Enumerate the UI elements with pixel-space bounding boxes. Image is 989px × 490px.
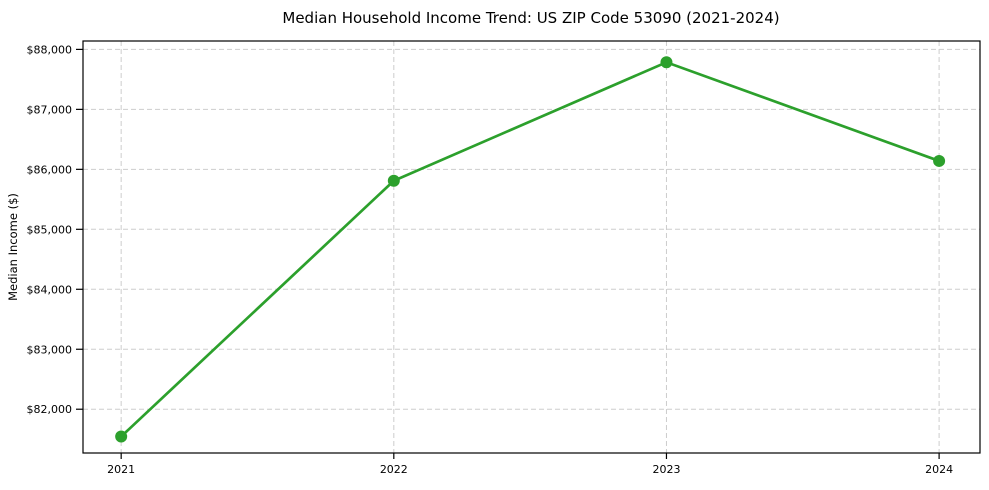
data-point [933, 154, 946, 167]
chart-title: Median Household Income Trend: US ZIP Co… [282, 9, 779, 27]
data-layer [115, 56, 946, 443]
y-tick-label: $88,000 [27, 43, 73, 56]
data-point [660, 56, 673, 69]
grid-layer [83, 41, 980, 453]
y-tick-label: $82,000 [27, 403, 73, 416]
y-tick-label: $87,000 [27, 103, 73, 116]
y-tick-label: $86,000 [27, 163, 73, 176]
x-tick-label: 2022 [380, 463, 408, 476]
x-tick-label: 2021 [107, 463, 135, 476]
plot-border [82, 40, 981, 454]
y-axis-label: Median Income ($) [6, 193, 20, 301]
y-tick-label: $85,000 [27, 223, 73, 236]
y-tick-label: $84,000 [27, 283, 73, 296]
data-point [387, 174, 400, 187]
x-tick-label: 2024 [925, 463, 953, 476]
x-tick-label: 2023 [652, 463, 680, 476]
data-point [115, 430, 128, 443]
axis-layer: 2021 2022 2023 2024 $82,000 $83,000 $84,000 $85… [27, 40, 981, 476]
trend-line [119, 60, 941, 438]
y-tick-label: $83,000 [27, 343, 73, 356]
